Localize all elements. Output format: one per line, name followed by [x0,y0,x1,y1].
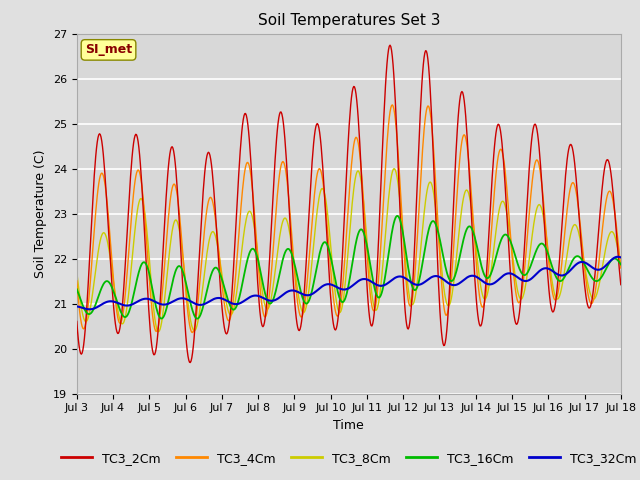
X-axis label: Time: Time [333,419,364,432]
Title: Soil Temperatures Set 3: Soil Temperatures Set 3 [257,13,440,28]
Legend: TC3_2Cm, TC3_4Cm, TC3_8Cm, TC3_16Cm, TC3_32Cm: TC3_2Cm, TC3_4Cm, TC3_8Cm, TC3_16Cm, TC3… [56,447,640,469]
Text: SI_met: SI_met [85,43,132,56]
Y-axis label: Soil Temperature (C): Soil Temperature (C) [35,149,47,278]
